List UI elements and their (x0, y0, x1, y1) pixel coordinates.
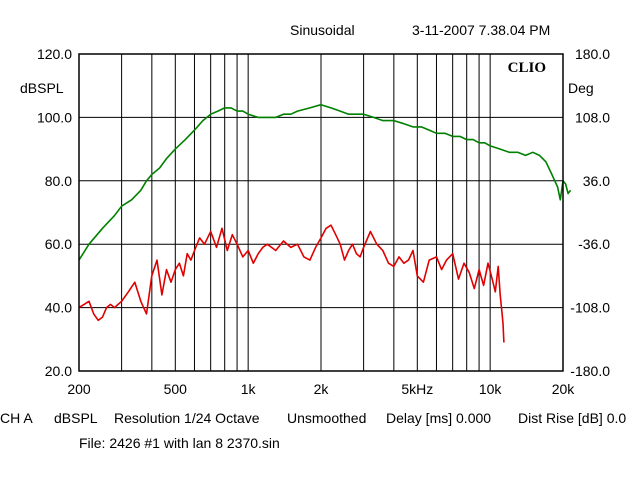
x-tick-label: 1k (241, 381, 257, 397)
y2-tick-label: 180.0 (575, 46, 610, 62)
footer-file: File: 2426 #1 with lan 8 2370.sin (79, 435, 280, 451)
y-tick-label: 120.0 (37, 46, 72, 62)
y2-tick-label: -180.0 (570, 363, 610, 379)
y-tick-label: 40.0 (45, 300, 72, 316)
timestamp: 3-11-2007 7.38.04 PM (412, 22, 551, 38)
measurement-mode: Sinusoidal (290, 22, 355, 38)
y-tick-label: 80.0 (45, 173, 72, 189)
y-axis-label: dBSPL (20, 80, 64, 96)
grid (78, 53, 564, 372)
footer-dist-rise: Dist Rise [dB] 0.0 (518, 410, 627, 426)
series-layer (78, 103, 572, 343)
footer-smoothing: Unsmoothed (287, 410, 367, 426)
y2-tick-label: 108.0 (575, 109, 610, 125)
y2-tick-label: 36.0 (583, 173, 610, 189)
x-tick-label: 10k (479, 381, 503, 397)
series-line-2 (78, 224, 505, 343)
y-tick-label: 60.0 (45, 236, 72, 252)
x-tick-label: 5kHz (401, 381, 433, 397)
y2-tick-label: -108.0 (570, 300, 610, 316)
x-tick-label: 2k (314, 381, 330, 397)
plot-frame (78, 53, 564, 372)
footer-unit: dBSPL (54, 410, 98, 426)
series-line-1 (78, 103, 572, 261)
y-tick-label: 100.0 (37, 109, 72, 125)
tick-labels: 20.0 40.0 60.0 80.0 100.0 120.0 -180.0 -108.0 -3… (37, 46, 610, 397)
x-tick-label: 20k (552, 381, 576, 397)
clio-brand-label: CLIO (508, 60, 546, 76)
footer-channel: CH A (0, 410, 33, 426)
x-tick-label: 500 (164, 381, 188, 397)
y2-tick-label: -36.0 (578, 236, 610, 252)
y-tick-label: 20.0 (45, 363, 72, 379)
x-tick-label: 200 (67, 381, 91, 397)
footer-resolution: Resolution 1/24 Octave (114, 410, 260, 426)
footer-delay: Delay [ms] 0.000 (386, 410, 492, 426)
y2-axis-label: Deg (568, 80, 594, 96)
